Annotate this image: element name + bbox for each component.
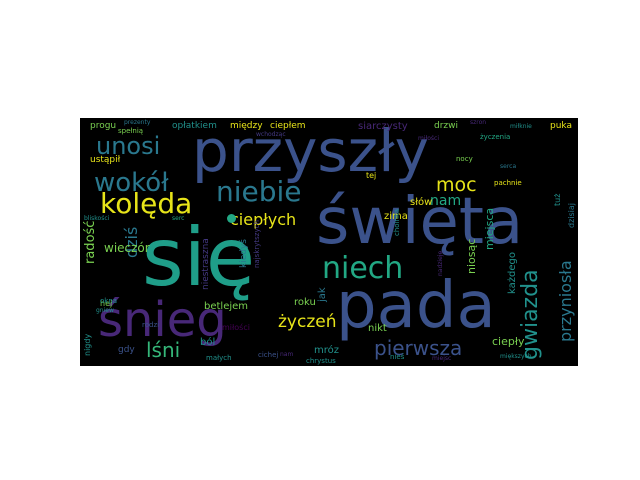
word: miłości: [222, 323, 250, 332]
word: nam: [280, 351, 294, 358]
word: życzeń: [278, 312, 337, 332]
word: święta: [316, 185, 524, 259]
word: radość: [83, 220, 98, 264]
word: chrystus: [306, 357, 336, 365]
word-cloud: się pada święta przyszły śnieg niech nie…: [80, 118, 578, 366]
word: ciepłem: [270, 121, 306, 131]
word: roku: [294, 297, 316, 308]
word: niestraszna: [201, 238, 211, 290]
word: pada: [336, 269, 496, 343]
word: dzisiaj: [567, 202, 576, 228]
word: cichej: [258, 351, 279, 359]
word: niech: [322, 251, 404, 286]
word: nam: [430, 193, 462, 209]
word: wchodząc: [256, 131, 286, 138]
word: małych: [206, 354, 232, 362]
word: szron: [470, 119, 487, 126]
word: unosi: [96, 132, 161, 160]
word: tuż: [553, 193, 562, 206]
dot: [227, 214, 236, 223]
word: przyniosła: [556, 260, 575, 342]
word: ból: [200, 337, 216, 348]
word: przyszły: [192, 118, 429, 185]
word: pachnie: [494, 179, 522, 187]
word: puka: [550, 121, 572, 131]
word: moc: [436, 174, 477, 196]
word: wokół: [94, 168, 169, 198]
word: życzenia: [480, 133, 511, 141]
word: miłości: [418, 135, 439, 142]
word: prezenty: [124, 119, 151, 126]
word: się: [142, 211, 256, 304]
word: mróz: [314, 345, 339, 356]
word: ciepłych: [230, 210, 297, 229]
word: ustąpił: [90, 155, 121, 165]
word: hej: [100, 299, 113, 308]
word: serc: [172, 215, 185, 222]
word: zima: [384, 211, 408, 222]
word: jak: [317, 287, 328, 302]
word: gniew: [96, 307, 114, 314]
word: nigdy: [83, 333, 92, 356]
word: nikt: [368, 323, 387, 334]
word: każdego: [507, 252, 518, 294]
word: śnieg: [98, 292, 227, 348]
word: niebie: [216, 175, 302, 208]
word: rodzi: [142, 321, 160, 329]
word: między: [230, 121, 263, 131]
word: miejsca: [483, 207, 496, 250]
word: nieś: [390, 353, 405, 361]
word: najskrytszych: [253, 220, 261, 268]
word: bliskości: [84, 215, 110, 222]
word: okna: [100, 297, 118, 305]
word: kolęda: [100, 187, 193, 220]
word: miększych: [500, 353, 532, 360]
word: betlejem: [204, 301, 249, 312]
word: siarczysty: [358, 121, 408, 132]
word: słów: [410, 197, 433, 208]
word: niosąc: [465, 238, 478, 274]
word: miłknie: [510, 123, 532, 130]
word: choinka: [393, 208, 401, 236]
word: gdy: [118, 345, 135, 355]
word: progu: [90, 121, 117, 131]
word: lśni: [146, 338, 181, 362]
word: spełnią: [118, 127, 144, 135]
word: nadzieję: [437, 250, 444, 276]
word: pierwsza: [374, 336, 463, 360]
word: opłatkiem: [172, 121, 217, 131]
word: wieczór: [104, 241, 150, 255]
word: ciepły: [492, 335, 525, 348]
word: nocy: [456, 155, 473, 163]
word: drzwi: [434, 121, 458, 131]
word: kiedyś: [239, 239, 249, 268]
word: miejsc: [432, 355, 452, 362]
word: tej: [366, 171, 377, 180]
word: serca: [500, 163, 517, 170]
